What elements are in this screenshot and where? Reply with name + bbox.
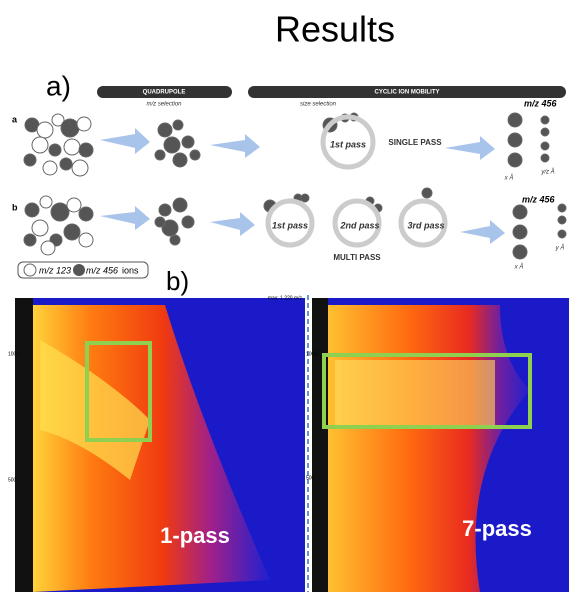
- ion: [558, 230, 566, 238]
- legend-swatch: [73, 264, 85, 276]
- ion: [513, 205, 527, 219]
- ion: [77, 117, 91, 131]
- ion: [24, 154, 36, 166]
- ion: [173, 198, 187, 212]
- legend-text: m/z 123: [39, 265, 71, 275]
- legend-swatch: [24, 264, 36, 276]
- ion: [541, 154, 549, 162]
- ion: [182, 216, 194, 228]
- ion: [513, 245, 527, 259]
- pass-caption: 1-pass: [160, 523, 230, 548]
- pass-label: 1st pass: [330, 139, 366, 149]
- tick-label: 1000: [8, 351, 19, 357]
- ion: [25, 203, 39, 217]
- mz-label: m/z 456: [524, 98, 558, 108]
- ion: [64, 224, 80, 240]
- max-label: max: 1 220 m/z: [268, 295, 303, 301]
- ion: [301, 194, 309, 202]
- axis-note: y/z Å: [540, 169, 554, 176]
- ion: [558, 204, 566, 212]
- ion: [508, 153, 522, 167]
- ion: [61, 119, 79, 137]
- caption: size selection: [300, 102, 337, 108]
- slide: Results a) QUADRUPOLE m/z selection CYCL…: [0, 0, 569, 592]
- ion: [72, 160, 88, 176]
- ion: [51, 203, 69, 221]
- ion: [79, 207, 93, 221]
- panel-label: b): [166, 266, 189, 296]
- axis-note: x Å: [504, 175, 514, 182]
- ion: [173, 120, 183, 130]
- pass-label: 2nd pass: [339, 220, 379, 230]
- ion: [513, 225, 527, 239]
- pass-label: 3rd pass: [407, 220, 444, 230]
- axis-note: y Å: [555, 245, 565, 252]
- legend-text: ions: [122, 265, 139, 275]
- tick-label: 1000: [306, 351, 317, 357]
- ion: [32, 220, 48, 236]
- ion: [541, 128, 549, 136]
- ion: [43, 161, 57, 175]
- ion: [79, 233, 93, 247]
- ion: [24, 234, 36, 246]
- ion: [60, 158, 72, 170]
- ion: [541, 116, 549, 124]
- ion: [508, 133, 522, 147]
- ion: [79, 143, 93, 157]
- caption: m/z selection: [146, 102, 182, 108]
- ion: [558, 216, 566, 224]
- ion: [37, 122, 53, 138]
- mode-label: SINGLE PASS: [388, 138, 442, 147]
- ion: [155, 217, 165, 227]
- ion: [170, 235, 180, 245]
- ion: [182, 136, 194, 148]
- ion: [41, 241, 55, 255]
- mz-label: m/z 456: [522, 194, 556, 204]
- panel-label: a): [46, 70, 71, 101]
- row-label: a: [12, 114, 18, 124]
- ion: [164, 137, 180, 153]
- diagram-shapes: [24, 113, 566, 259]
- heatmap-axis: [15, 298, 33, 592]
- ion: [173, 153, 187, 167]
- ion: [422, 188, 432, 198]
- ion: [40, 196, 52, 208]
- legend-text: m/z 456: [86, 265, 118, 275]
- ion: [67, 198, 81, 212]
- tick-label: 500: [8, 477, 17, 483]
- pass-label: 1st pass: [272, 220, 308, 230]
- pass-caption: 7-pass: [462, 516, 532, 541]
- row-label: b: [12, 202, 18, 212]
- heatmap-axis: [312, 298, 328, 592]
- ion: [32, 137, 48, 153]
- axis-note: x Å: [514, 264, 524, 271]
- ion: [64, 139, 80, 155]
- ion: [158, 123, 172, 137]
- ion: [159, 204, 171, 216]
- ion: [508, 113, 522, 127]
- ion: [190, 150, 200, 160]
- title: Results: [275, 9, 395, 50]
- mode-label: MULTI PASS: [333, 253, 381, 262]
- header-text: CYCLIC ION MOBILITY: [375, 90, 440, 96]
- ion: [541, 142, 549, 150]
- header-text: QUADRUPOLE: [143, 90, 186, 96]
- ion: [155, 150, 165, 160]
- tick-label: 500: [306, 475, 315, 481]
- heatmap-hot: [335, 360, 495, 425]
- ion: [49, 144, 61, 156]
